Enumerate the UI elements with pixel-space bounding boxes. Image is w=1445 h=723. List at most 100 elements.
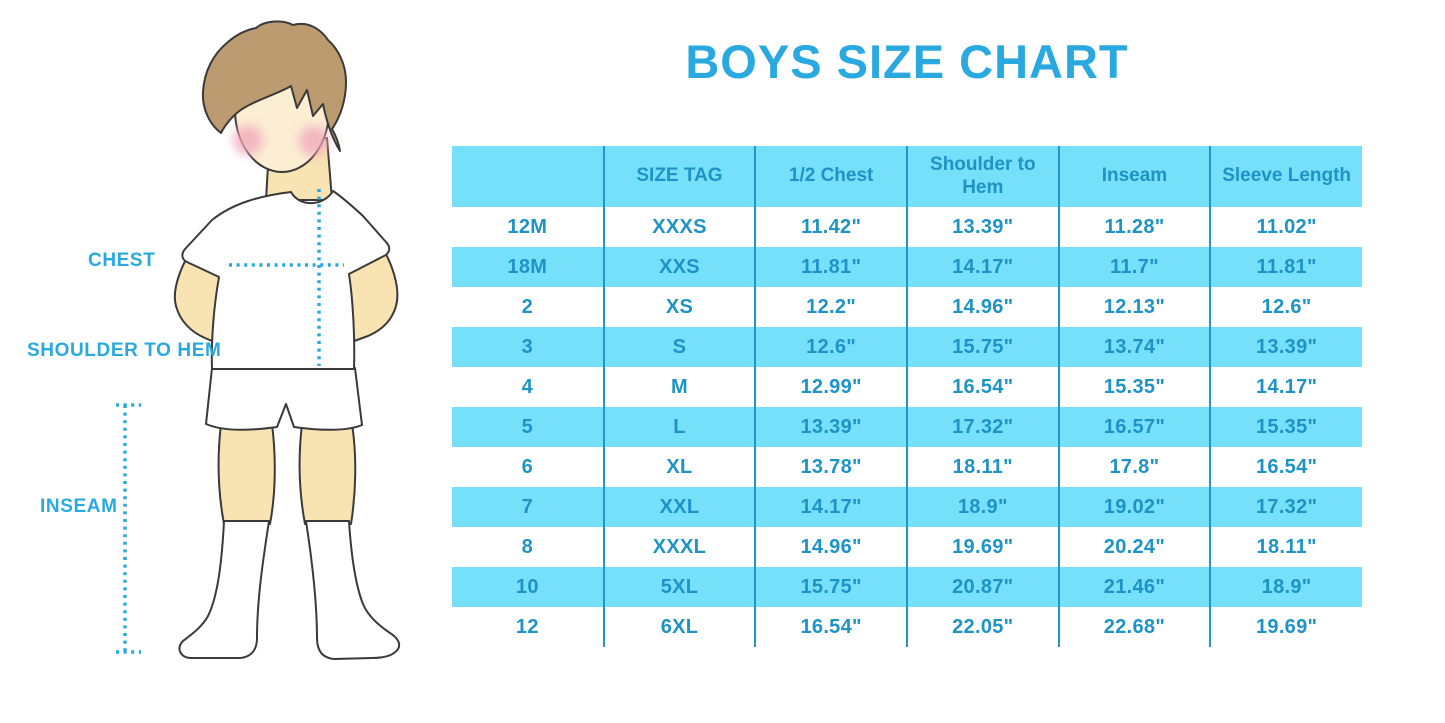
size-table: SIZE TAG 1/2 Chest Shoulder to Hem Inseam Sl… [452,146,1362,647]
table-cell: 20.87" [905,567,1059,607]
table-cell: 18.11" [905,447,1059,487]
chest-label: CHEST [88,250,156,271]
table-cell: 7 [452,487,604,527]
boy-right-leg [298,423,357,525]
shoulder-to-hem-label: SHOULDER TO HEM [27,340,222,361]
table-cell: 14.96" [754,527,907,567]
table-cell: 13.74" [1057,327,1211,367]
table-cell: 15.35" [1057,367,1211,407]
table-row: 4 M 12.99" 16.54" 15.35" 14.17" [452,367,1362,407]
table-row: 7 XXL 14.17" 18.9" 19.02" 17.32" [452,487,1362,527]
column-header: Sleeve Length [1209,146,1362,207]
table-cell: XL [602,447,756,487]
table-cell: XS [602,287,756,327]
table-cell: 4 [521,375,534,398]
table-cell: 6XL [602,607,756,647]
table-cell: 16.57" [1057,407,1211,447]
table-cell: 13.78" [754,447,907,487]
table-cell: 13.39" [754,407,907,447]
table-cell: 14.17" [1209,367,1362,407]
table-cell: 12.2" [754,287,907,327]
page-title: BOYS SIZE CHART [685,35,1129,88]
table-cell: 6 [521,455,534,478]
inseam-label: INSEAM [40,496,118,517]
boy-shorts [205,367,363,431]
table-cell: M [602,367,756,407]
column-header: 1/2 Chest [754,146,907,207]
boy-left-sock [178,520,270,659]
table-cell: 19.69" [1209,607,1362,647]
table-cell: 15.75" [754,567,907,607]
table-row: 8 XXXL 14.96" 19.69" 20.24" 18.11" [452,527,1362,567]
table-cell: 16.54" [905,367,1059,407]
table-cell: 15.35" [1209,407,1362,447]
table-cell: 11.81" [754,247,907,287]
boy-cheek-left [233,125,263,155]
table-cell: 3 [452,327,604,367]
table-cell: 17.8" [1057,447,1211,487]
table-cell: S [602,327,756,367]
boy-illustration [116,20,401,660]
table-cell: 18M [452,247,604,287]
table-cell: 22.68" [1057,607,1211,647]
boy-cheek-right [299,126,329,156]
table-cell: 16.54" [754,607,907,647]
table-cell: 17.32" [1209,487,1362,527]
table-row: 18M XXS 11.81" 14.17" 11.7" 11.81" [452,247,1362,287]
table-row: 10 5XL 15.75" 20.87" 21.46" 18.9" [452,567,1362,607]
table-cell: 17.32" [905,407,1059,447]
table-cell: 12.99" [754,367,907,407]
table-cell: 19.69" [905,527,1059,567]
table-cell: 12.13" [1057,287,1211,327]
table-cell: 15.75" [905,327,1059,367]
table-cell: 8 [521,535,534,558]
table-cell: 16.54" [1209,447,1362,487]
table-cell: XXXS [602,207,756,247]
boy-measurement-figure: CHEST SHOULDER TO HEM INSEAM [0,0,452,723]
table-row: 2 XS 12.2" 14.96" 12.13" 12.6" [452,287,1362,327]
table-cell: 2 [521,295,534,318]
table-cell: 10 [452,567,604,607]
table-cell: 5XL [602,567,756,607]
column-header [452,146,604,207]
table-cell: 11.02" [1209,207,1362,247]
boy-shirt [181,190,391,370]
table-cell: 18.9" [1209,567,1362,607]
table-cell: 11.81" [1209,247,1362,287]
table-cell: 11.28" [1057,207,1211,247]
table-cell: 13.39" [1209,327,1362,367]
table-cell: XXXL [602,527,756,567]
table-cell: 11.42" [754,207,907,247]
column-header: Inseam [1057,146,1211,207]
table-cell: 5 [452,407,604,447]
table-cell: 20.24" [1057,527,1211,567]
table-cell: 19.02" [1057,487,1211,527]
table-cell: 12.6" [754,327,907,367]
table-cell: 12M [507,215,548,238]
table-body: 12M XXXS 11.42" 13.39" 11.28" 11.02" 18M XXS 11.… [452,207,1362,647]
table-cell: 22.05" [905,607,1059,647]
table-cell: L [602,407,756,447]
column-header: SIZE TAG [602,146,756,207]
table-cell: 11.7" [1057,247,1211,287]
table-cell: 13.39" [905,207,1059,247]
table-cell: 18.9" [905,487,1059,527]
column-header: Shoulder to Hem [905,146,1059,207]
boy-hair [201,20,347,152]
boy-right-sock [305,520,401,660]
table-cell: 14.17" [905,247,1059,287]
table-cell: XXS [602,247,756,287]
table-header-row: SIZE TAG 1/2 Chest Shoulder to Hem Inseam Sl… [452,146,1362,207]
table-row: 6 XL 13.78" 18.11" 17.8" 16.54" [452,447,1362,487]
table-cell: 12.6" [1209,287,1362,327]
boy-left-leg [217,423,276,525]
table-cell: 21.46" [1057,567,1211,607]
table-cell: 14.17" [754,487,907,527]
table-row: 12M XXXS 11.42" 13.39" 11.28" 11.02" [452,207,1362,247]
table-row: 12 6XL 16.54" 22.05" 22.68" 19.69" [452,607,1362,647]
table-cell: 18.11" [1209,527,1362,567]
table-cell: XXL [602,487,756,527]
table-row: 5 L 13.39" 17.32" 16.57" 15.35" [452,407,1362,447]
table-cell: 14.96" [905,287,1059,327]
table-row: 3 S 12.6" 15.75" 13.74" 13.39" [452,327,1362,367]
